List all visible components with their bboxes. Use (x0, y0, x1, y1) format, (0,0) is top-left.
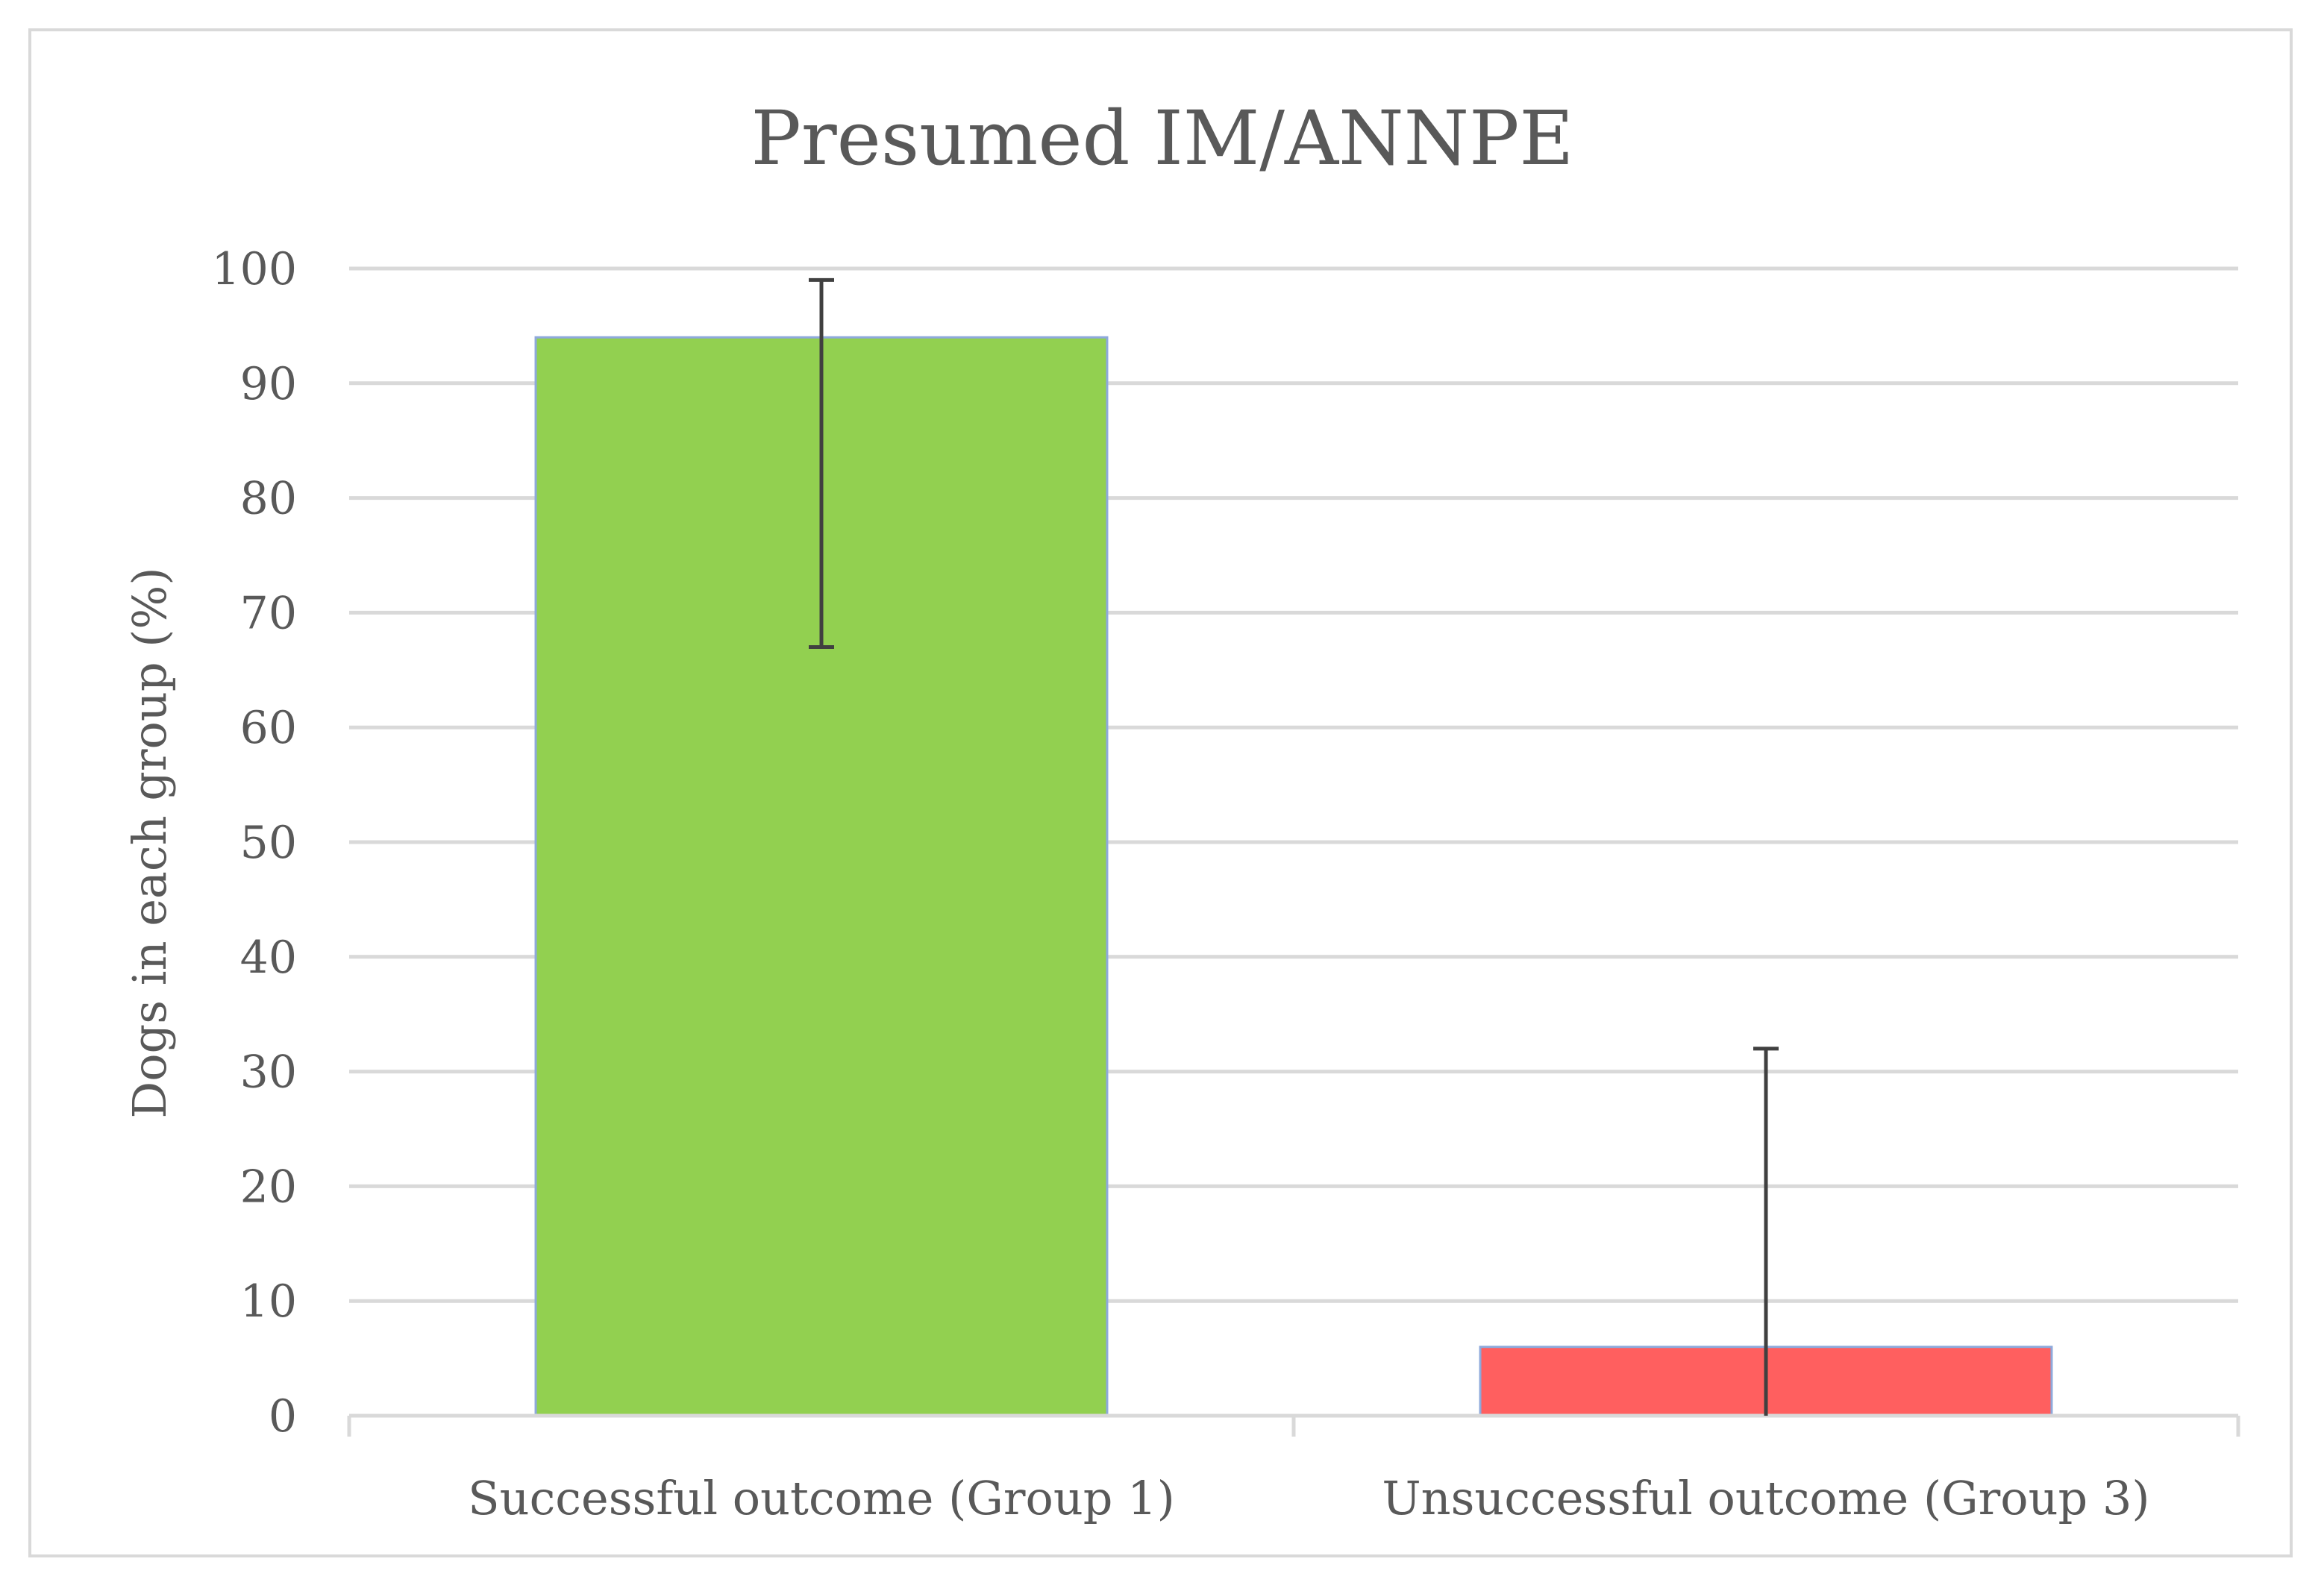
error-bars (809, 277, 1779, 1416)
y-tick-label: 90 (240, 358, 297, 410)
y-tick-label: 50 (240, 817, 297, 869)
y-axis-title: Dogs in each group (%) (122, 567, 177, 1118)
x-axis (347, 1413, 2240, 1437)
y-tick-label: 0 (269, 1390, 297, 1443)
y-tick-label: 10 (240, 1275, 297, 1328)
chart-title: Presumed IM/ANNPE (751, 95, 1574, 182)
y-tick-label: 20 (240, 1161, 297, 1213)
x-category-label: Successful outcome (Group 1) (468, 1471, 1175, 1525)
x-axis-categories: Successful outcome (Group 1) Unsuccessful… (468, 1471, 2149, 1525)
y-tick-label: 100 (211, 243, 297, 295)
y-tick-label: 80 (240, 473, 297, 525)
y-tick-label: 30 (240, 1046, 297, 1099)
y-axis-ticks: 0 10 20 30 40 50 60 70 80 90 100 (211, 243, 297, 1443)
y-tick-label: 40 (240, 932, 297, 984)
y-tick-label: 60 (240, 702, 297, 754)
y-tick-label: 70 (240, 587, 297, 639)
x-category-label: Unsuccessful outcome (Group 3) (1382, 1471, 2149, 1525)
